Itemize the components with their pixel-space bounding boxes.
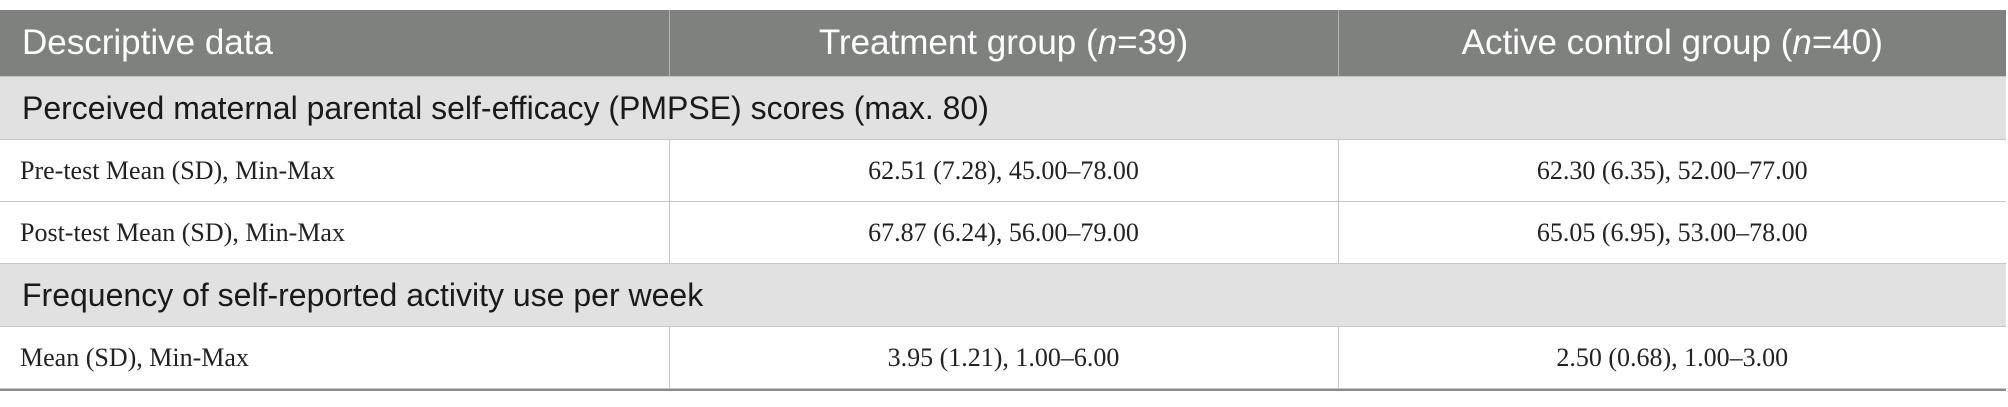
header-active-control-group: Active control group (n=40)	[1338, 10, 2006, 77]
row-label-posttest: Post-test Mean (SD), Min-Max	[0, 201, 670, 264]
row-label-pretest: Pre-test Mean (SD), Min-Max	[0, 139, 670, 202]
cell-treatment-activity-mean: 3.95 (1.21), 1.00–6.00	[669, 326, 1339, 389]
results-table: Descriptive data Treatment group (n=39) …	[0, 10, 2006, 389]
section-row-pmpse: Perceived maternal parental self-efficac…	[0, 76, 2006, 140]
cell-control-posttest: 65.05 (6.95), 53.00–78.00	[1338, 201, 2006, 264]
cell-control-pretest: 62.30 (6.35), 52.00–77.00	[1338, 139, 2006, 202]
header-control-suffix: =40)	[1811, 23, 1883, 62]
table-row-posttest: Post-test Mean (SD), Min-Max 67.87 (6.24…	[0, 201, 2006, 264]
section-row-activity-frequency: Frequency of self-reported activity use …	[0, 263, 2006, 327]
cell-treatment-pretest: 62.51 (7.28), 45.00–78.00	[669, 139, 1339, 202]
header-treatment-suffix: =39)	[1117, 23, 1189, 62]
cell-treatment-posttest: 67.87 (6.24), 56.00–79.00	[669, 201, 1339, 264]
descriptive-data-table: Descriptive data Treatment group (n=39) …	[0, 10, 2006, 391]
section-title-pmpse: Perceived maternal parental self-efficac…	[0, 76, 2006, 140]
header-row: Descriptive data Treatment group (n=39) …	[0, 10, 2006, 77]
header-treatment-prefix: Treatment group (	[818, 23, 1098, 62]
header-control-prefix: Active control group (	[1461, 23, 1793, 62]
cell-control-activity-mean: 2.50 (0.68), 1.00–3.00	[1338, 326, 2006, 389]
table-row-pretest: Pre-test Mean (SD), Min-Max 62.51 (7.28)…	[0, 139, 2006, 202]
header-descriptive-data-label: Descriptive data	[22, 23, 273, 62]
section-title-activity-frequency: Frequency of self-reported activity use …	[0, 263, 2006, 327]
table-row-activity-mean: Mean (SD), Min-Max 3.95 (1.21), 1.00–6.0…	[0, 326, 2006, 389]
row-label-activity-mean: Mean (SD), Min-Max	[0, 326, 670, 389]
header-descriptive-data: Descriptive data	[0, 10, 670, 77]
header-control-n: n	[1792, 23, 1812, 62]
header-treatment-n: n	[1097, 23, 1118, 62]
header-treatment-group: Treatment group (n=39)	[669, 10, 1339, 77]
